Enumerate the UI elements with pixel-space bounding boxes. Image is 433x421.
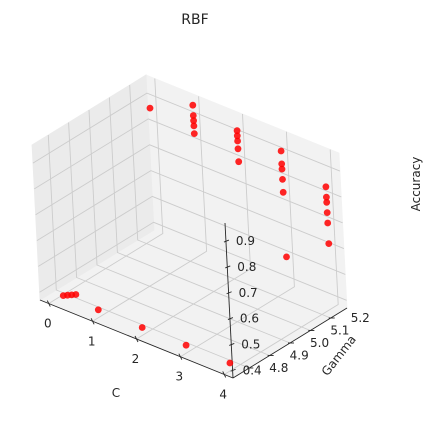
z-axis-line (224, 222, 234, 379)
z-gridline (39, 221, 347, 301)
x-tick (222, 371, 227, 378)
data-point (323, 193, 330, 201)
z-tick (227, 317, 234, 321)
x-tick-label: 3 (176, 370, 184, 384)
tick-labels: 0 1 2 3 4 4.84.95.05.15.2 0.4 0.5 0.6 0.7 0.8 0.9 (44, 234, 370, 401)
z-tick-label: 0.7 (239, 286, 258, 300)
z-axis-label: Accuracy (409, 157, 423, 212)
data-point (146, 104, 154, 112)
data-point (323, 209, 331, 217)
x-tick (178, 353, 183, 360)
data-point (72, 291, 80, 298)
chart-title: RBF (181, 12, 208, 28)
z-tick-label: 0.6 (240, 312, 259, 326)
y-gridline (108, 97, 311, 331)
x-gridline (223, 149, 339, 375)
z-gridline (34, 118, 342, 198)
x-tick (46, 300, 51, 307)
z-tick (226, 291, 232, 295)
z-tick-label: 0.8 (237, 260, 256, 274)
data-point (138, 324, 146, 331)
data-point (324, 219, 332, 227)
z-tick-label: 0.4 (243, 363, 262, 377)
data-point (190, 122, 198, 130)
data-points (59, 101, 333, 367)
grid-lines (32, 78, 347, 375)
y-gridline (68, 122, 270, 356)
data-point (234, 137, 242, 145)
y-tick-label: 5.1 (330, 324, 349, 338)
data-point (189, 101, 197, 109)
data-point (283, 253, 290, 261)
data-point (190, 130, 198, 138)
data-point (233, 132, 241, 140)
z-gridline (32, 92, 341, 172)
y-gridline (88, 109, 291, 344)
y-tick-label: 4.9 (290, 349, 309, 363)
z-tick-label: 0.9 (236, 234, 255, 248)
data-point (190, 117, 198, 125)
x-tick (134, 335, 139, 343)
data-point (234, 145, 242, 153)
data-point (278, 165, 286, 173)
x-gridline (180, 131, 295, 358)
x-tick-label: 2 (132, 352, 140, 366)
data-point (279, 176, 286, 183)
z-tick (230, 368, 236, 372)
x-axis-label: C (112, 386, 120, 400)
data-point (323, 198, 331, 206)
x-gridline (92, 96, 208, 322)
x-gridline (136, 113, 251, 340)
z-gridline (38, 195, 346, 275)
y-gridline (129, 84, 331, 319)
data-point (182, 341, 190, 349)
data-point (94, 306, 102, 314)
data-point (189, 112, 197, 119)
z-tick (225, 265, 231, 269)
z-gridline (36, 170, 345, 250)
x-tick-label: 4 (219, 387, 227, 401)
data-point (226, 359, 234, 367)
data-point (235, 158, 243, 166)
data-point (325, 240, 333, 248)
x-tick-label: 0 (44, 317, 52, 331)
z-gridline (35, 144, 343, 224)
axis-panes (31, 74, 348, 379)
data-point (278, 160, 286, 168)
z-tick (223, 239, 230, 243)
x-gridline (48, 78, 164, 304)
z-tick-label: 0.5 (241, 337, 260, 351)
data-point (322, 183, 330, 191)
x-tick-label: 1 (88, 334, 96, 348)
y-tick-label: 5.2 (351, 311, 370, 325)
data-point (279, 188, 287, 196)
data-point (277, 147, 285, 155)
tick-marks (46, 239, 335, 378)
data-point (233, 127, 241, 135)
z-tick (229, 342, 235, 346)
y-tick-label: 5.0 (310, 336, 329, 350)
x-tick (90, 318, 95, 325)
y-tick-label: 4.8 (269, 361, 288, 375)
